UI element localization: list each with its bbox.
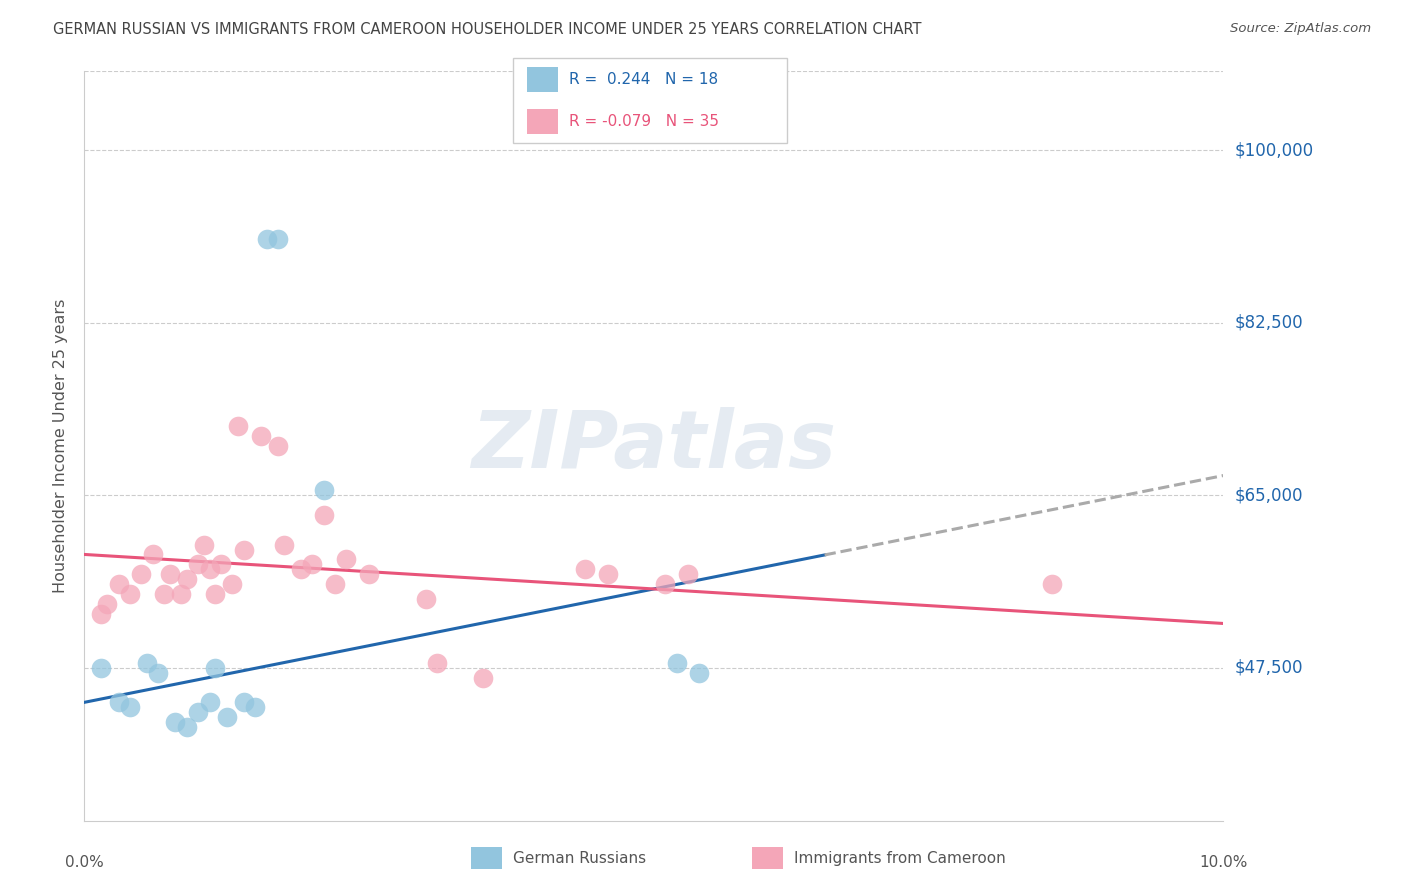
Point <box>187 558 209 572</box>
Point <box>221 577 243 591</box>
Point <box>232 542 254 557</box>
Text: ZIPatlas: ZIPatlas <box>471 407 837 485</box>
Point <box>198 562 221 576</box>
Point <box>187 705 209 719</box>
Point <box>574 562 596 576</box>
Point <box>426 656 449 670</box>
Point <box>215 710 238 724</box>
Text: GERMAN RUSSIAN VS IMMIGRANTS FROM CAMEROON HOUSEHOLDER INCOME UNDER 25 YEARS COR: GERMAN RUSSIAN VS IMMIGRANTS FROM CAMERO… <box>53 22 922 37</box>
Point <box>665 656 688 670</box>
Point <box>267 232 290 246</box>
Point <box>159 567 181 582</box>
Text: Source: ZipAtlas.com: Source: ZipAtlas.com <box>1230 22 1371 36</box>
Text: 0.0%: 0.0% <box>65 855 104 871</box>
Point <box>107 577 129 591</box>
Point <box>176 572 198 586</box>
Text: 10.0%: 10.0% <box>1199 855 1247 871</box>
Point <box>654 577 676 591</box>
Text: R =  0.244   N = 18: R = 0.244 N = 18 <box>569 71 718 87</box>
Point <box>118 587 141 601</box>
Point <box>204 661 226 675</box>
Point <box>90 661 112 675</box>
Point <box>359 567 381 582</box>
Point <box>1042 577 1064 591</box>
Point <box>90 607 112 621</box>
Point <box>176 720 198 734</box>
Text: $47,500: $47,500 <box>1234 659 1303 677</box>
Point <box>688 665 710 680</box>
Point <box>290 562 312 576</box>
Point <box>96 597 118 611</box>
Point <box>232 695 254 709</box>
Text: $65,000: $65,000 <box>1234 486 1303 504</box>
Text: $82,500: $82,500 <box>1234 314 1303 332</box>
Point <box>273 538 295 552</box>
Point <box>676 567 699 582</box>
Point <box>165 714 187 729</box>
Point <box>245 700 267 714</box>
Point <box>415 591 437 606</box>
Text: $100,000: $100,000 <box>1234 141 1313 160</box>
Point <box>148 665 170 680</box>
Point <box>250 429 273 443</box>
Point <box>335 552 357 566</box>
Point <box>312 508 335 522</box>
Point <box>256 232 278 246</box>
Point <box>153 587 176 601</box>
Point <box>204 587 226 601</box>
Point <box>209 558 232 572</box>
Point <box>598 567 620 582</box>
Point <box>267 439 290 453</box>
Point <box>226 419 249 434</box>
Text: Immigrants from Cameroon: Immigrants from Cameroon <box>794 851 1007 865</box>
Point <box>136 656 159 670</box>
Point <box>170 587 193 601</box>
Point <box>312 483 335 498</box>
Point <box>107 695 129 709</box>
Text: German Russians: German Russians <box>513 851 647 865</box>
Point <box>193 538 215 552</box>
Point <box>118 700 141 714</box>
Point <box>301 558 323 572</box>
Point <box>131 567 153 582</box>
Y-axis label: Householder Income Under 25 years: Householder Income Under 25 years <box>53 299 69 593</box>
Point <box>323 577 346 591</box>
Point <box>472 671 495 685</box>
Text: R = -0.079   N = 35: R = -0.079 N = 35 <box>569 114 720 129</box>
Point <box>198 695 221 709</box>
Point <box>142 548 165 562</box>
